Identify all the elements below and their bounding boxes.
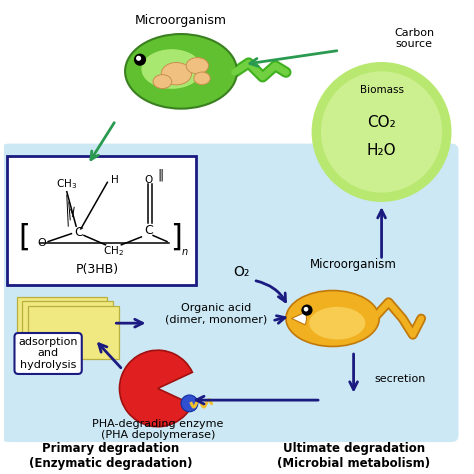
Wedge shape bbox=[292, 312, 307, 325]
Ellipse shape bbox=[125, 34, 237, 109]
Circle shape bbox=[311, 62, 452, 202]
Ellipse shape bbox=[309, 307, 365, 339]
Text: O: O bbox=[144, 174, 153, 184]
Ellipse shape bbox=[141, 49, 202, 89]
Ellipse shape bbox=[286, 291, 379, 346]
Text: secretion: secretion bbox=[374, 374, 426, 384]
Text: H: H bbox=[111, 174, 118, 184]
Text: [: [ bbox=[19, 222, 31, 251]
Ellipse shape bbox=[194, 72, 210, 85]
Text: O: O bbox=[38, 238, 46, 248]
Circle shape bbox=[134, 54, 146, 66]
Circle shape bbox=[304, 307, 309, 311]
FancyBboxPatch shape bbox=[22, 301, 113, 355]
Text: P(3HB): P(3HB) bbox=[75, 263, 118, 276]
Circle shape bbox=[301, 304, 312, 316]
Text: $\mathregular{CH_3}$: $\mathregular{CH_3}$ bbox=[56, 177, 77, 191]
Text: Carbon
source: Carbon source bbox=[394, 28, 434, 49]
Text: $\mathregular{CH_2}$: $\mathregular{CH_2}$ bbox=[103, 245, 124, 258]
Circle shape bbox=[136, 56, 141, 61]
Text: C: C bbox=[144, 224, 153, 237]
Text: adsorption
and
hydrolysis: adsorption and hydrolysis bbox=[18, 337, 78, 370]
Text: Organic acid
(dimer, monomer): Organic acid (dimer, monomer) bbox=[165, 303, 267, 325]
Text: O₂: O₂ bbox=[234, 265, 250, 279]
Circle shape bbox=[181, 395, 198, 412]
Text: n: n bbox=[182, 247, 188, 257]
Text: ‖: ‖ bbox=[157, 168, 163, 182]
Circle shape bbox=[321, 72, 442, 192]
FancyBboxPatch shape bbox=[17, 297, 107, 350]
FancyBboxPatch shape bbox=[7, 156, 196, 285]
Text: Biomass: Biomass bbox=[360, 85, 403, 95]
Ellipse shape bbox=[153, 74, 172, 89]
Text: H₂O: H₂O bbox=[367, 143, 396, 158]
FancyBboxPatch shape bbox=[1, 144, 458, 442]
FancyBboxPatch shape bbox=[28, 306, 118, 359]
Ellipse shape bbox=[161, 63, 191, 85]
Text: Ultimate degradation
(Microbial metabolism): Ultimate degradation (Microbial metaboli… bbox=[277, 442, 430, 470]
Wedge shape bbox=[119, 350, 192, 427]
Text: Primary degradation
(Enzymatic degradation): Primary degradation (Enzymatic degradati… bbox=[29, 442, 193, 470]
Text: Microorganism: Microorganism bbox=[135, 15, 227, 27]
Text: ]: ] bbox=[171, 222, 182, 251]
Text: PHA-degrading enzyme
(PHA depolymerase): PHA-degrading enzyme (PHA depolymerase) bbox=[92, 419, 223, 440]
Ellipse shape bbox=[186, 57, 209, 74]
Text: C: C bbox=[74, 226, 83, 239]
Text: CO₂: CO₂ bbox=[367, 115, 396, 130]
Text: Microorganism: Microorganism bbox=[310, 258, 397, 272]
